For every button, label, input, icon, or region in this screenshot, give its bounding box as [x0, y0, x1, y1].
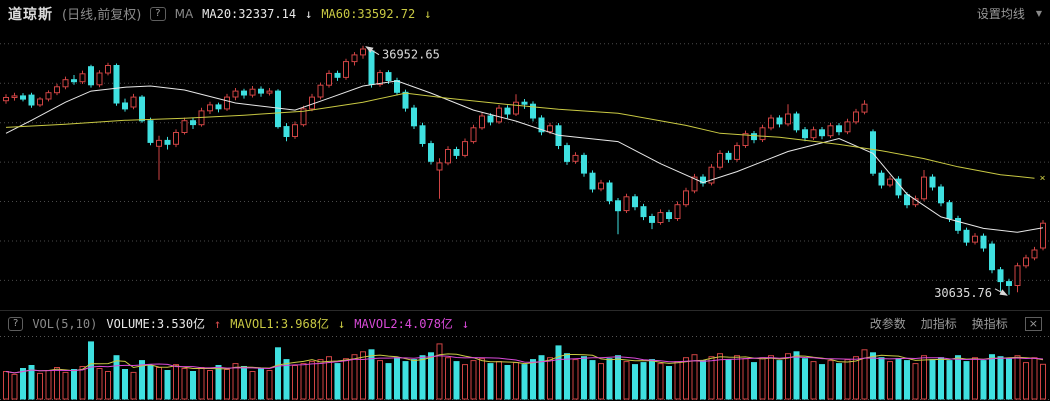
svg-text:36952.65: 36952.65 [382, 48, 440, 62]
high-price-annotation: 36952.65 [365, 46, 440, 62]
volume-bars-layer [3, 341, 1046, 400]
mavol2-down-arrow-icon: ↓ [461, 316, 470, 331]
change-params-button[interactable]: 改参数 [869, 317, 906, 331]
volume-value: VOLUME:3.530亿 [106, 317, 206, 331]
price-gridlines [0, 43, 1050, 281]
svg-text:30635.76: 30635.76 [934, 286, 992, 300]
ma60-value: MA60:33592.72 [321, 6, 416, 21]
add-indicator-button[interactable]: 加指标 [920, 317, 957, 331]
mavol1-value: MAVOL1:3.968亿 [230, 317, 329, 331]
mavol2-value: MAVOL2:4.078亿 [354, 317, 453, 331]
ma60-line: × [5, 92, 1046, 184]
price-chart-canvas[interactable]: × 36952.65 30635.76 [0, 27, 1050, 310]
ma60-down-arrow-icon: ↓ [424, 6, 432, 21]
volume-pane-header: ? VOL(5,10) VOLUME:3.530亿 ↑ MAVOL1:3.968… [0, 310, 1050, 336]
svg-text:×: × [1040, 173, 1046, 184]
volume-chart-canvas[interactable] [0, 336, 1050, 401]
switch-indicator-button[interactable]: 换指标 [971, 317, 1008, 331]
low-price-annotation: 30635.76 [934, 286, 1008, 300]
chevron-down-icon[interactable]: ▼ [1035, 9, 1042, 18]
close-icon[interactable]: × [1024, 316, 1042, 331]
indicator-help-icon[interactable]: ? [150, 6, 166, 21]
mavol2-line [5, 355, 1044, 374]
ma20-line [5, 80, 1044, 233]
main-chart-header: 道琼斯 (日线,前复权) ? MA MA20:32337.14 ↓ MA60:3… [0, 0, 1050, 27]
vol-help-icon[interactable]: ? [8, 316, 24, 331]
ma20-down-arrow-icon: ↓ [305, 6, 313, 21]
symbol-name: 道琼斯 [8, 6, 53, 23]
vol-indicator-label: VOL(5,10) [32, 316, 98, 331]
mavol1-down-arrow-icon: ↓ [337, 316, 346, 331]
ma20-value: MA20:32337.14 [202, 6, 297, 21]
set-ma-lines-button[interactable]: 设置均线 [976, 7, 1025, 21]
ma-indicator-label: MA [174, 6, 194, 21]
period-mode-label: (日线,前复权) [62, 8, 142, 23]
volume-up-arrow-icon: ↑ [214, 316, 222, 331]
